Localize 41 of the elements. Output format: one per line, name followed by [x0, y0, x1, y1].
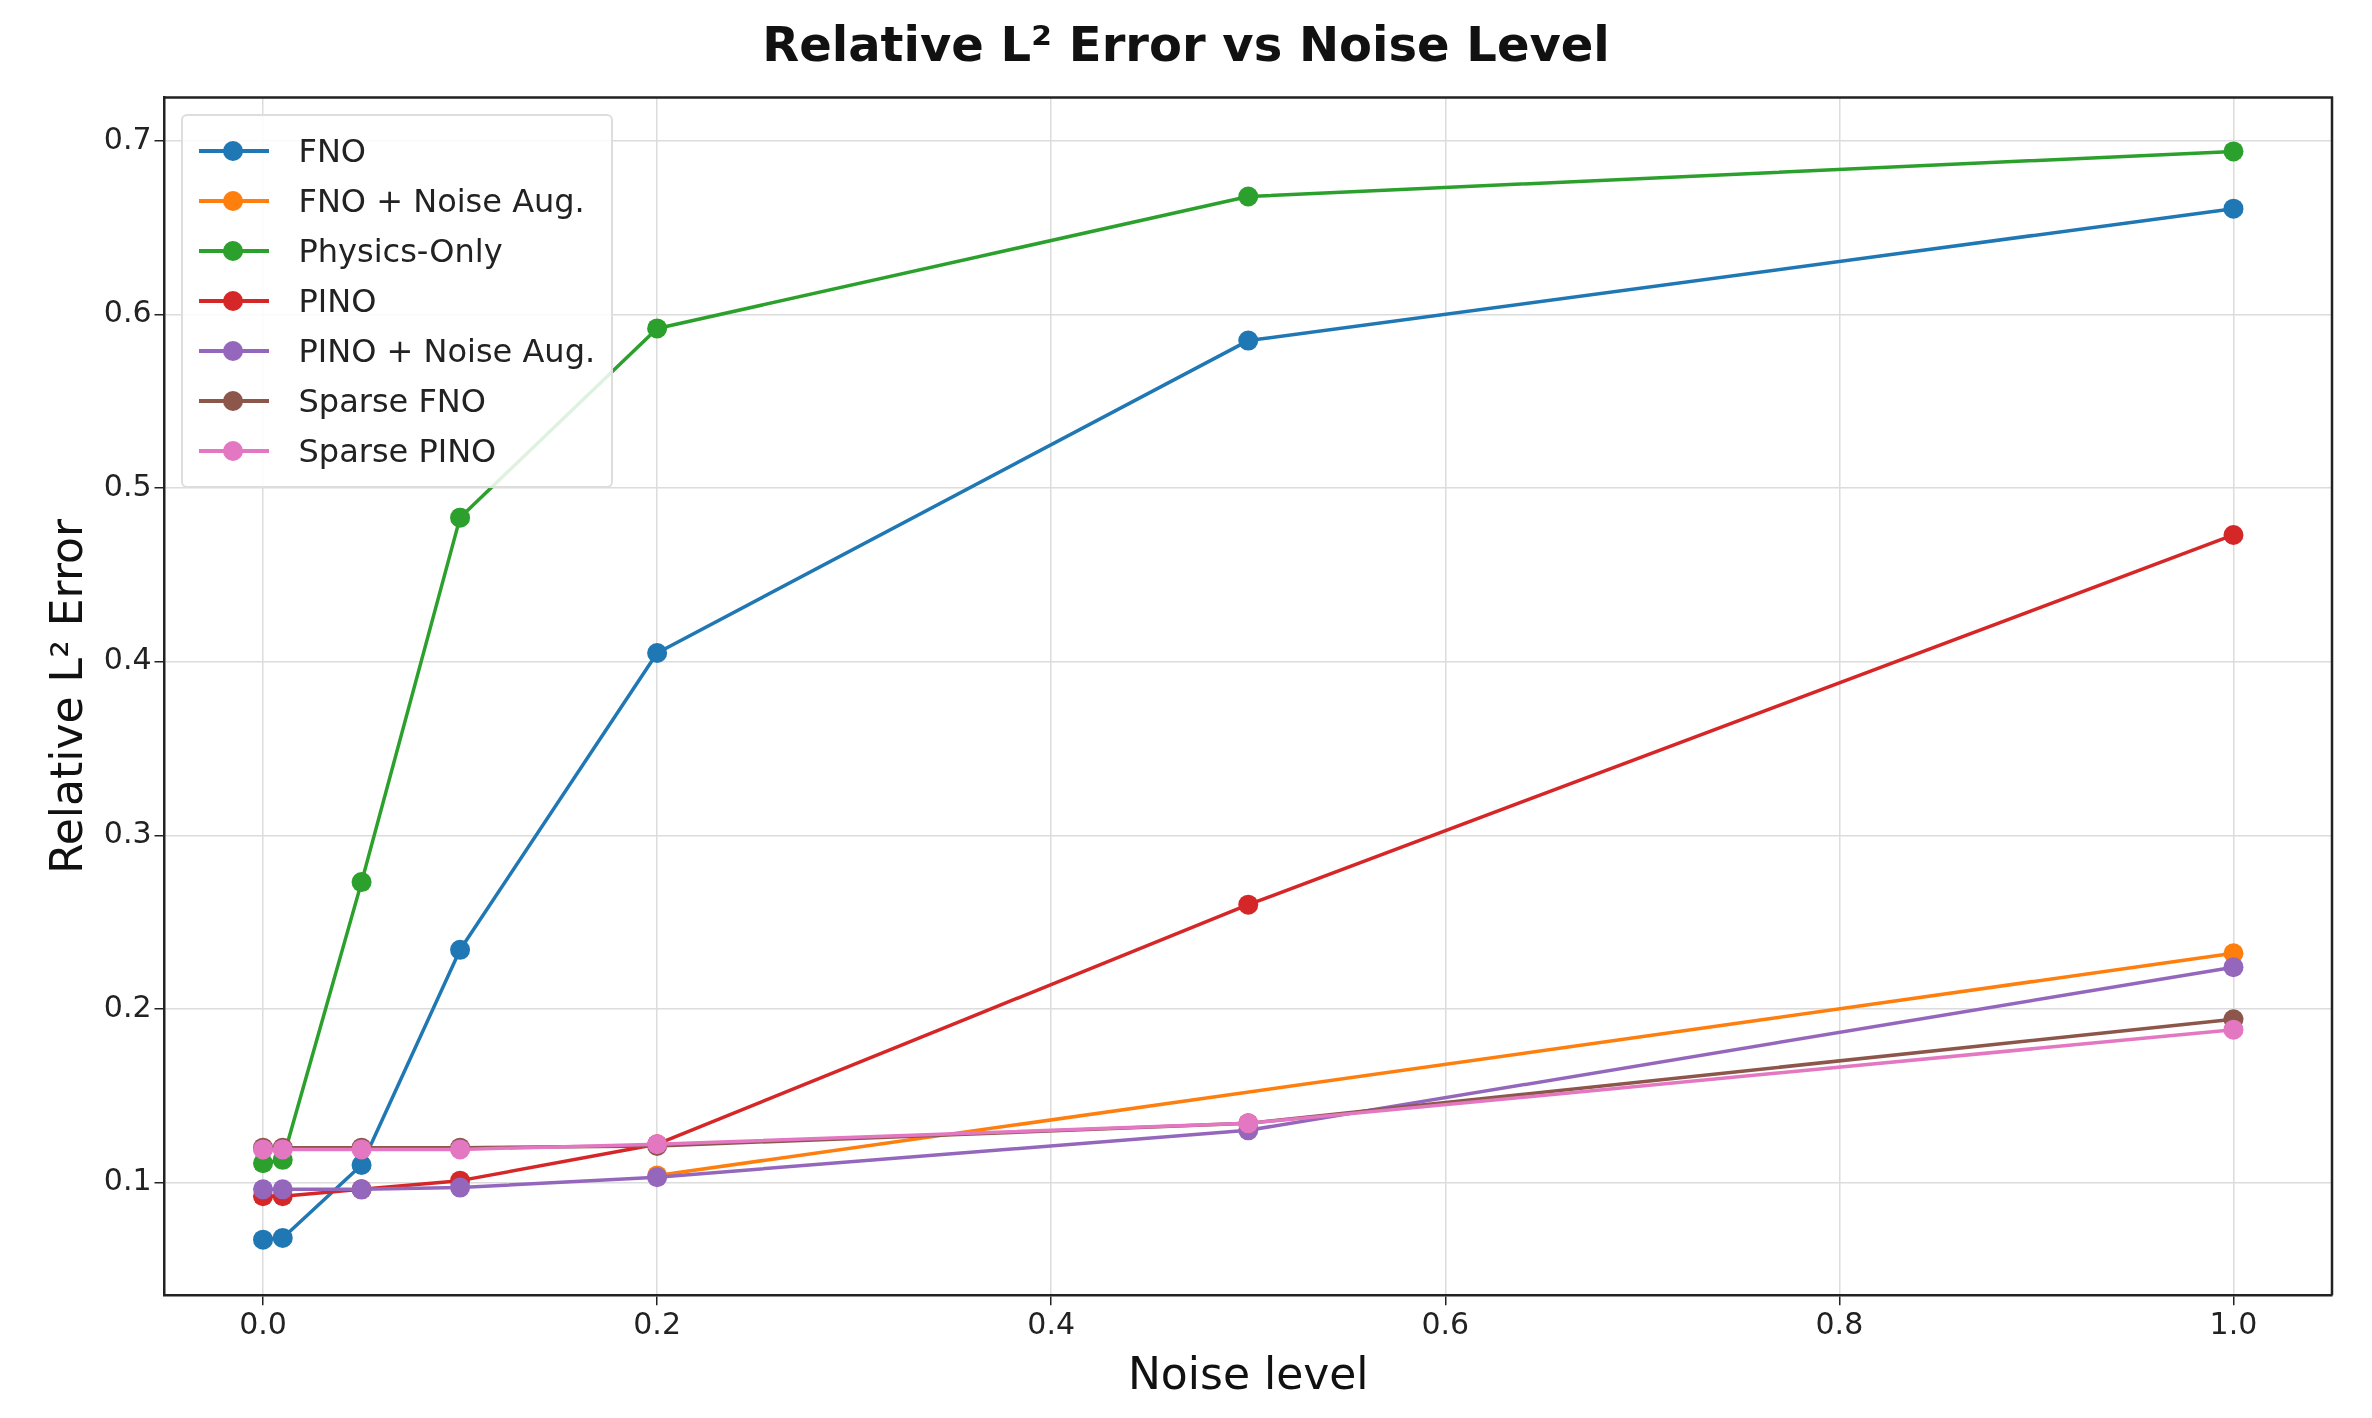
point	[2223, 198, 2244, 219]
point	[450, 939, 471, 960]
x-tick-label: 0.0	[239, 1306, 287, 1341]
point	[2223, 141, 2244, 162]
y-tick-label: 0.2	[103, 988, 152, 1024]
y-tick-label: 0.5	[103, 467, 152, 503]
point	[2223, 524, 2244, 545]
point	[2223, 957, 2244, 978]
y-axis-title: Relative L² Error	[40, 518, 92, 874]
legend-label: PINO	[298, 281, 377, 320]
y-tick-label: 0.3	[103, 815, 152, 851]
point	[647, 643, 668, 664]
point	[253, 1179, 274, 1200]
x-axis-title: Noise level	[1127, 1348, 1369, 1400]
legend-label: FNO	[298, 131, 367, 170]
legend-label: Physics-Only	[298, 231, 503, 270]
point	[1238, 186, 1259, 207]
y-tick-label: 0.6	[103, 294, 152, 330]
legend-label: Sparse PINO	[298, 431, 497, 470]
x-tick-label: 0.6	[1421, 1306, 1470, 1341]
y-tick-label: 0.7	[103, 120, 152, 156]
point	[647, 318, 668, 339]
legend-label: Sparse FNO	[298, 381, 486, 420]
point	[450, 507, 471, 528]
legend-label: FNO + Noise Aug.	[298, 181, 585, 220]
point	[351, 872, 372, 893]
x-tick-label: 0.2	[633, 1306, 681, 1341]
point	[2223, 1019, 2244, 1040]
y-tick-label: 0.4	[103, 641, 152, 677]
point	[1238, 894, 1259, 915]
x-tick-label: 0.4	[1027, 1306, 1076, 1341]
chart-title: Relative L² Error vs Noise Level	[762, 16, 1610, 73]
y-tick-label: 0.1	[103, 1162, 152, 1198]
point	[272, 1179, 293, 1200]
x-tick-label: 0.8	[1815, 1306, 1864, 1341]
x-tick-label: 1.0	[2209, 1306, 2258, 1341]
point	[272, 1227, 293, 1248]
legend-label: PINO + Noise Aug.	[298, 331, 596, 370]
point	[1238, 330, 1259, 351]
point	[450, 1177, 471, 1198]
point	[253, 1229, 274, 1250]
